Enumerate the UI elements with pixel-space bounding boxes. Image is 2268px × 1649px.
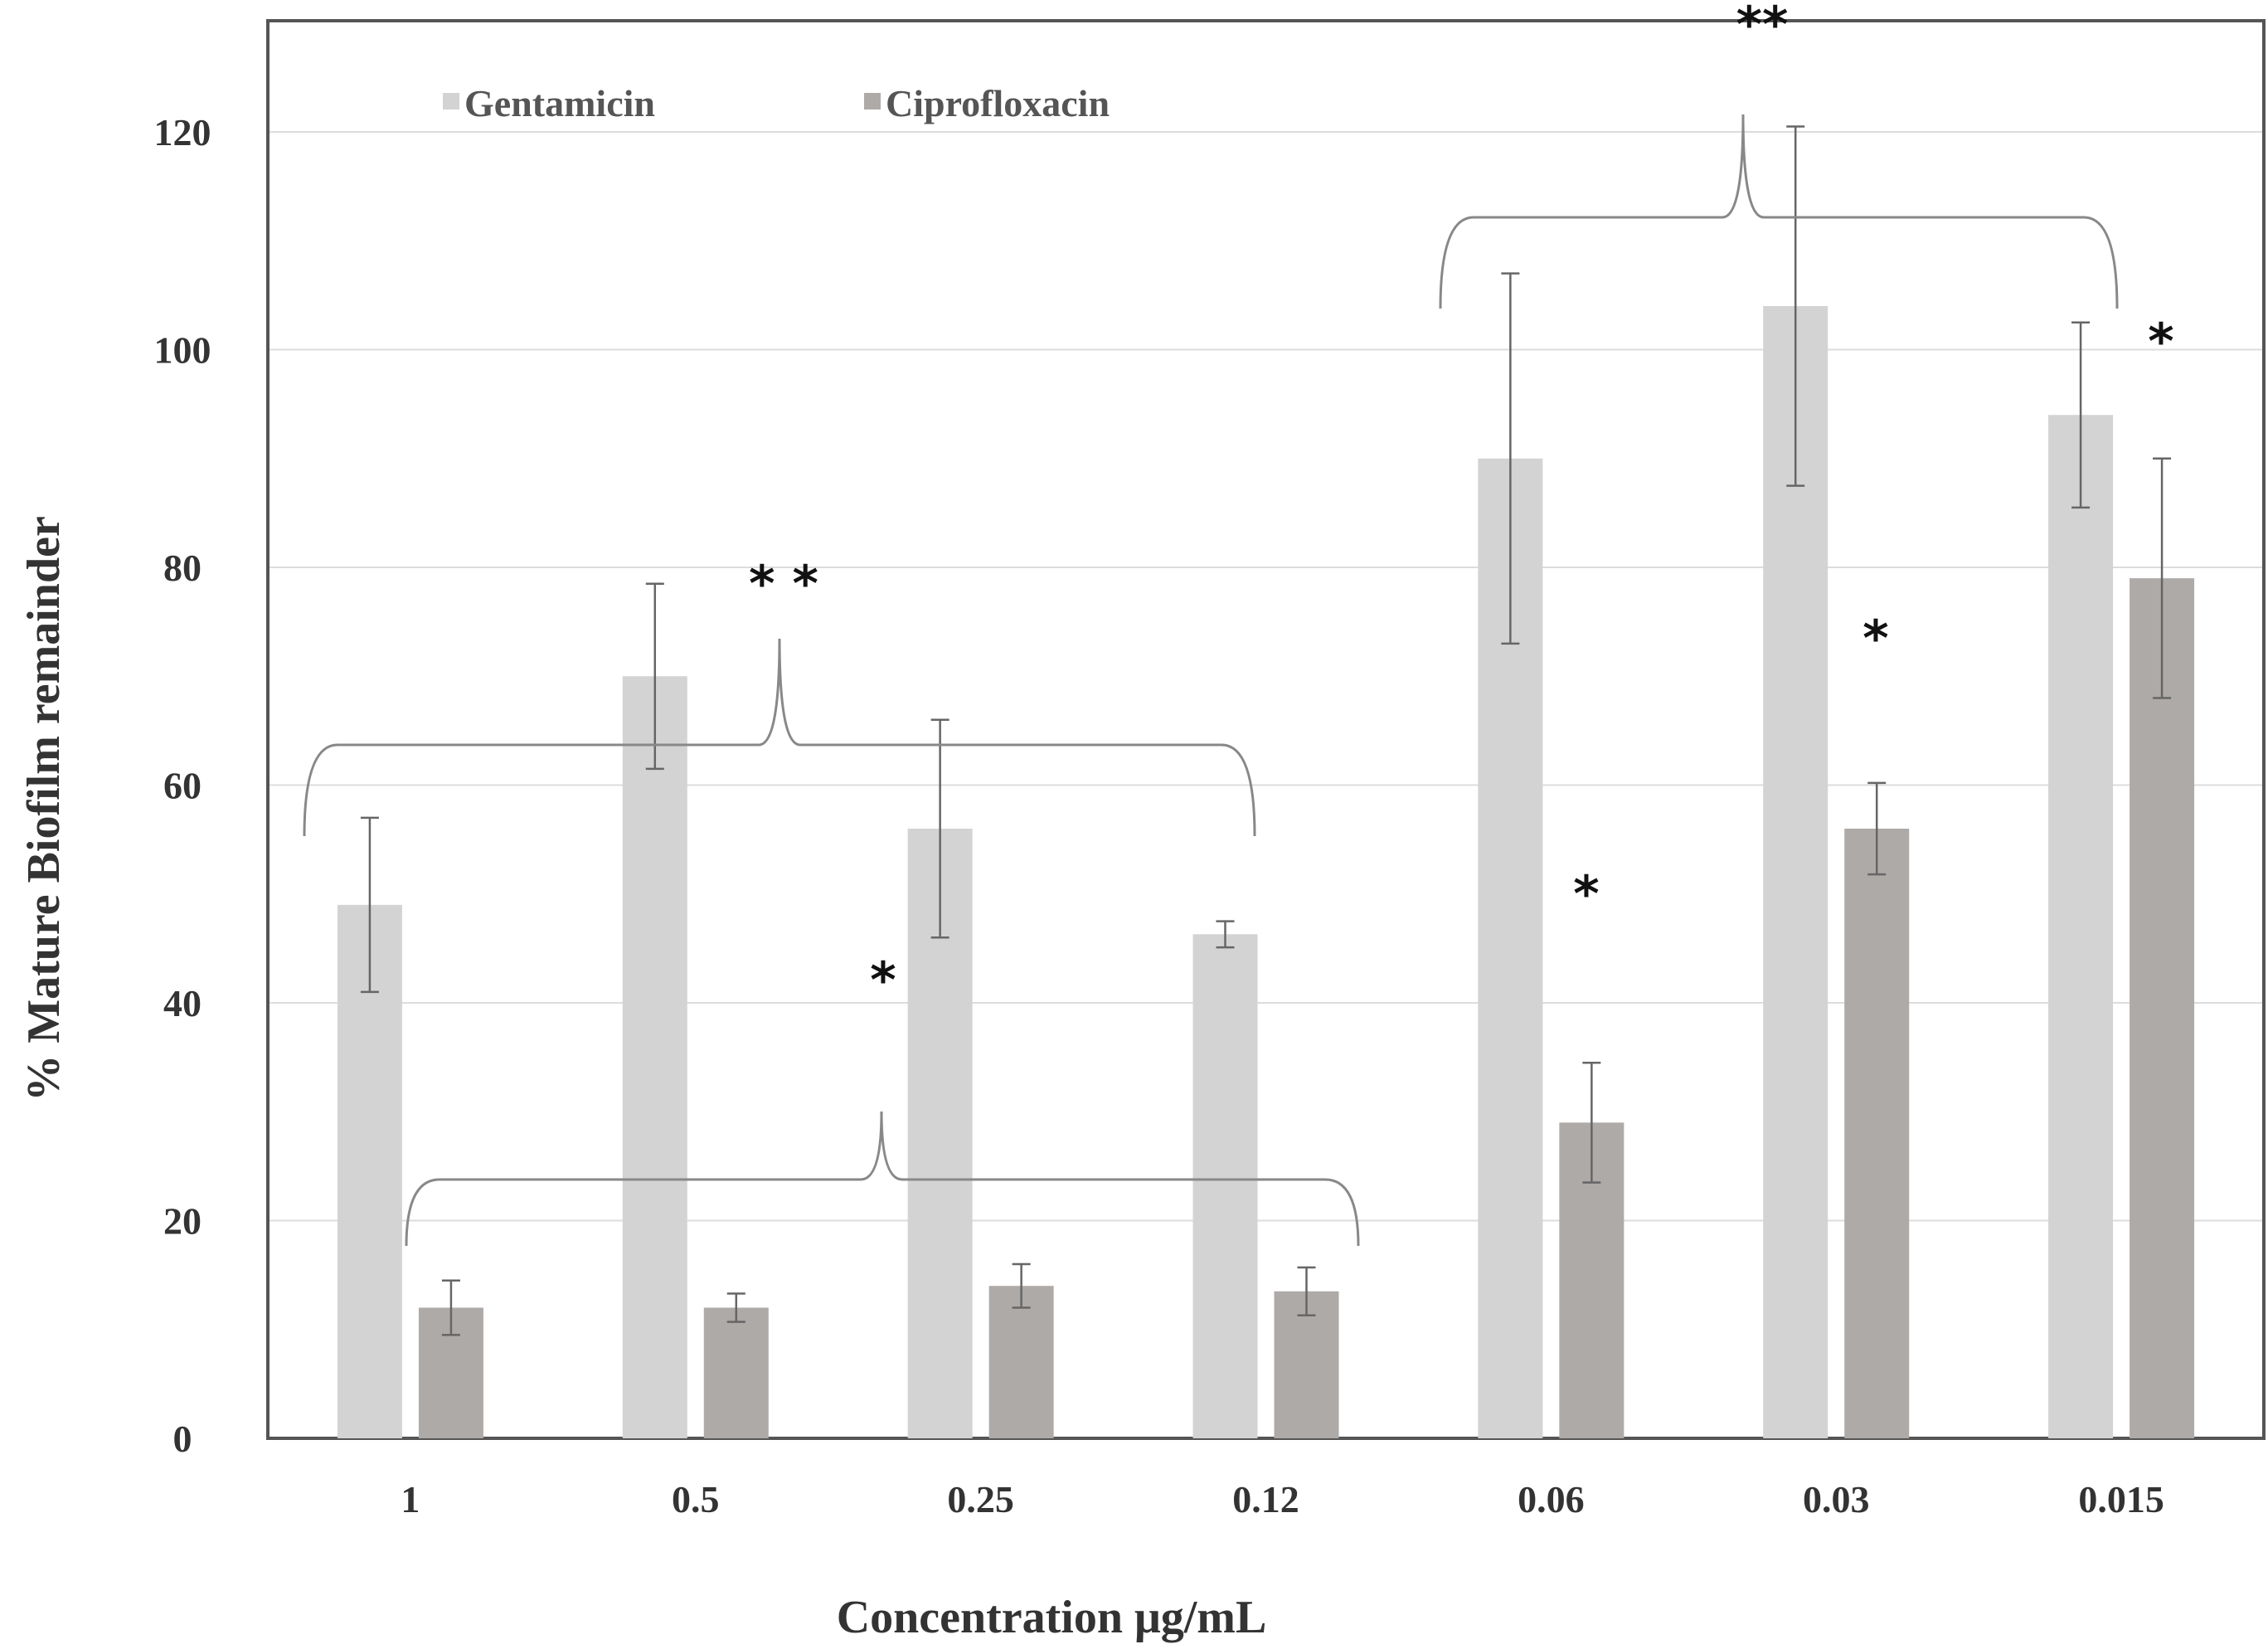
bar-gentamicin — [337, 904, 402, 1438]
error-bars — [360, 125, 2172, 1336]
x-tick-label: 0.015 — [2078, 1478, 2164, 1520]
significance-marker: * — [1573, 865, 1599, 923]
legend-label-gentamicin: Gentamicin — [464, 82, 655, 124]
y-tick-label: 100 — [154, 329, 211, 372]
bracket — [1439, 114, 2119, 309]
bar-ciprofloxacin — [2130, 578, 2195, 1438]
y-tick-label: 120 — [154, 111, 211, 153]
x-axis-title: Concentration μg/mL — [837, 1592, 1267, 1643]
y-tick-label: 80 — [163, 547, 202, 589]
bar-gentamicin — [1192, 934, 1258, 1438]
legend: Gentamicin Ciprofloxacin — [443, 82, 1110, 124]
bar-gentamicin — [1763, 306, 1828, 1438]
legend-swatch-gentamicin — [443, 93, 459, 109]
significance-marker: ** — [1736, 0, 1789, 54]
gridlines — [268, 131, 2264, 1440]
x-tick-label: 0.03 — [1803, 1478, 1870, 1520]
bracket — [303, 638, 1256, 837]
tick-labels: 0 20 40 60 80 100 120 1 0.5 0.25 0.12 0.06 0.03 0.015 — [154, 111, 2164, 1520]
x-tick-label: 0.25 — [947, 1478, 1014, 1520]
significance-marker: * — [1862, 610, 1888, 668]
annotations: * ******* — [303, 0, 2174, 1247]
plot-frame — [266, 19, 2266, 1440]
significance-marker: * * — [749, 555, 818, 613]
y-axis-title: % Mature Biofilm remainder — [18, 516, 70, 1102]
y-tick-label: 40 — [163, 982, 202, 1024]
significance-marker: * — [2148, 313, 2173, 371]
bar-ciprofloxacin — [988, 1286, 1054, 1438]
bracket — [405, 1111, 1360, 1247]
bar-ciprofloxacin — [703, 1307, 769, 1438]
x-tick-label: 0.12 — [1232, 1478, 1299, 1520]
x-tick-label: 0.5 — [672, 1478, 720, 1520]
bar-gentamicin — [622, 676, 687, 1438]
y-tick-label: 20 — [163, 1200, 202, 1243]
bars — [337, 306, 2195, 1438]
x-tick-label: 0.06 — [1518, 1478, 1585, 1520]
legend-label-ciprofloxacin: Ciprofloxacin — [886, 82, 1110, 124]
y-tick-label: 0 — [173, 1418, 192, 1460]
bar-ciprofloxacin — [1844, 829, 1910, 1438]
significance-marker: * — [870, 951, 896, 1009]
bar-gentamicin — [2048, 415, 2114, 1438]
x-tick-label: 1 — [401, 1478, 420, 1520]
legend-swatch-ciprofloxacin — [864, 93, 881, 109]
y-tick-label: 60 — [163, 765, 202, 807]
